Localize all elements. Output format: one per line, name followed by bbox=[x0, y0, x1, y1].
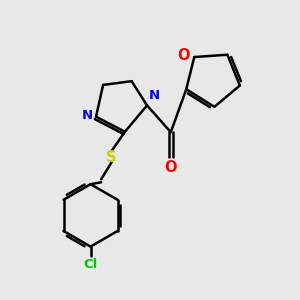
Text: O: O bbox=[165, 160, 177, 175]
Text: S: S bbox=[106, 149, 117, 164]
Text: N: N bbox=[148, 89, 160, 102]
Text: O: O bbox=[177, 48, 190, 63]
Text: Cl: Cl bbox=[83, 258, 98, 271]
Text: N: N bbox=[81, 109, 92, 122]
